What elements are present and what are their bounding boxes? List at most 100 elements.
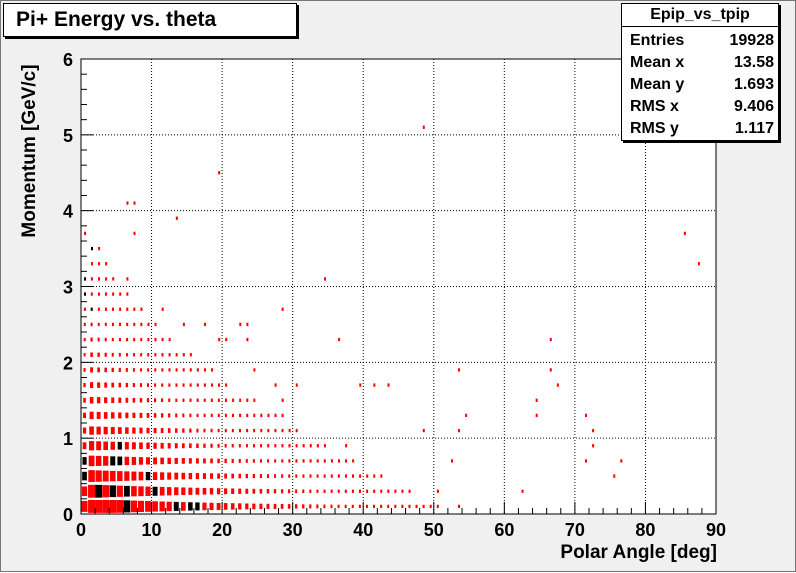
- heatmap-cell: [188, 502, 193, 511]
- heatmap-cell: [84, 231, 87, 236]
- heatmap-cell: [316, 504, 319, 509]
- heatmap-cell: [97, 292, 100, 296]
- heatmap-cell: [239, 322, 242, 327]
- heatmap-cell: [203, 368, 206, 372]
- heatmap-cell: [189, 383, 192, 387]
- heatmap-cell: [168, 368, 171, 372]
- heatmap-cell: [132, 383, 136, 388]
- heatmap-cell: [159, 486, 165, 496]
- heatmap-cell: [117, 456, 123, 466]
- heatmap-cell: [181, 443, 185, 449]
- heatmap-cell: [225, 398, 228, 402]
- heatmap-cell: [218, 171, 221, 175]
- heatmap-cell: [281, 444, 284, 448]
- stats-label: RMS x: [630, 98, 679, 115]
- heatmap-cell: [175, 368, 178, 372]
- heatmap-cell: [238, 488, 242, 494]
- heatmap-cell: [260, 428, 263, 433]
- heatmap-cell: [146, 398, 150, 403]
- heatmap-cell: [182, 368, 185, 372]
- heatmap-cell: [140, 307, 143, 311]
- heatmap-cell: [126, 277, 129, 281]
- y-tick-label: 4: [63, 202, 73, 222]
- heatmap-cell: [231, 473, 235, 479]
- heatmap-cell: [408, 504, 411, 509]
- heatmap-cell: [267, 428, 270, 433]
- heatmap-cell: [81, 486, 88, 497]
- heatmap-cell: [133, 231, 136, 236]
- heatmap-cell: [133, 307, 136, 311]
- heatmap-cell: [295, 474, 298, 478]
- heatmap-cell: [138, 471, 144, 481]
- heatmap-cell: [309, 489, 312, 493]
- heatmap-cell: [112, 292, 115, 296]
- heatmap-cell: [124, 456, 130, 466]
- heatmap-cell: [259, 474, 263, 479]
- heatmap-cell: [224, 488, 228, 495]
- heatmap-cell: [168, 337, 171, 342]
- heatmap-cell: [373, 489, 376, 493]
- heatmap-cell: [266, 503, 270, 510]
- heatmap-cell: [203, 458, 206, 464]
- heatmap-cell: [188, 458, 192, 464]
- heatmap-cell: [217, 443, 220, 448]
- y-tick-label: 6: [63, 50, 73, 70]
- heatmap-cell: [238, 444, 241, 448]
- heatmap-cell: [330, 489, 333, 493]
- heatmap-cell: [175, 398, 178, 402]
- heatmap-cell: [225, 337, 228, 342]
- heatmap-cell: [104, 352, 107, 357]
- heatmap-cell: [408, 489, 411, 493]
- heatmap-cell: [111, 367, 114, 373]
- heatmap-cell: [159, 501, 165, 512]
- heatmap-cell: [95, 470, 102, 482]
- heatmap-cell: [112, 307, 115, 311]
- heatmap-cell: [161, 337, 164, 342]
- heatmap-cell: [316, 489, 319, 493]
- heatmap-cell: [302, 459, 305, 463]
- heatmap-cell: [394, 504, 397, 509]
- heatmap-cell: [245, 473, 249, 479]
- heatmap-cell: [116, 485, 123, 497]
- heatmap-cell: [252, 503, 256, 510]
- heatmap-cell: [102, 485, 110, 498]
- heatmap-cell: [90, 277, 93, 281]
- heatmap-cell: [436, 504, 439, 509]
- heatmap-cell: [267, 413, 270, 418]
- heatmap-cell: [344, 489, 347, 493]
- heatmap-cell: [217, 413, 220, 418]
- heatmap-cell: [181, 487, 186, 496]
- heatmap-cell: [422, 504, 425, 509]
- heatmap-cell: [112, 277, 115, 281]
- heatmap-cell: [345, 459, 348, 463]
- heatmap-cell: [218, 337, 221, 342]
- heatmap-cell: [295, 428, 298, 433]
- heatmap-cell: [154, 353, 157, 357]
- heatmap-cell: [202, 487, 207, 495]
- heatmap-cell: [216, 502, 221, 510]
- heatmap-cell: [182, 398, 185, 402]
- heatmap-cell: [152, 486, 158, 496]
- heatmap-cell: [295, 383, 298, 387]
- heatmap-cell: [323, 474, 326, 478]
- heatmap-cell: [104, 367, 107, 373]
- heatmap-cell: [83, 322, 86, 327]
- heatmap-cell: [140, 368, 143, 372]
- heatmap-cell: [373, 504, 376, 509]
- heatmap-cell: [84, 277, 87, 281]
- x-tick-label: 80: [635, 520, 655, 540]
- stats-box: Epip_vs_tpip Entries 19928 Mean x 13.58 …: [621, 3, 779, 141]
- heatmap-cell: [118, 337, 121, 342]
- heatmap-cell: [259, 459, 262, 463]
- title-box: Pi+ Energy vs. theta: [3, 3, 297, 37]
- heatmap-cell: [147, 383, 150, 387]
- heatmap-cell: [153, 457, 157, 465]
- heatmap-cell: [280, 504, 284, 509]
- heatmap-cell: [119, 322, 122, 327]
- heatmap-cell: [337, 489, 340, 493]
- heatmap-cell: [189, 413, 192, 418]
- x-tick-label: 10: [142, 520, 162, 540]
- heatmap-cell: [131, 471, 137, 481]
- heatmap-cell: [109, 499, 117, 513]
- x-tick-label: 20: [212, 520, 232, 540]
